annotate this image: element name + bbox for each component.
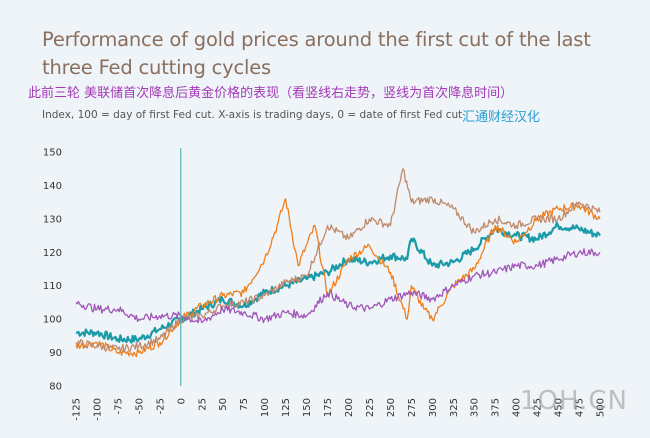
x-tick-label: 475 — [575, 398, 586, 417]
series-line-tan — [75, 168, 601, 353]
x-tick-label: 200 — [344, 398, 355, 417]
series-line-teal — [75, 221, 601, 344]
x-tick-label: 425 — [533, 398, 544, 417]
x-tick-label: 400 — [512, 398, 523, 417]
series-line-orange — [75, 198, 601, 358]
x-tick-label: 325 — [449, 398, 460, 417]
x-tick-label: -100 — [92, 398, 103, 421]
watermark: 1OH.CN — [520, 386, 628, 416]
y-tick-label: 140 — [43, 181, 62, 192]
chart-subtitle: Index, 100 = day of first Fed cut. X-axi… — [42, 109, 463, 121]
y-axis: 80 90 100 110 120 130 140 150 — [43, 148, 62, 393]
x-tick-label: 25 — [197, 398, 208, 411]
x-tick-label: 175 — [323, 398, 334, 417]
y-tick-label: 120 — [43, 248, 62, 259]
chart-title: Performance of gold prices around the fi… — [42, 28, 591, 79]
x-tick-label: -75 — [113, 398, 124, 414]
x-tick-label: 450 — [554, 398, 565, 417]
x-tick-label: 150 — [302, 398, 313, 417]
x-tick-label: 225 — [365, 398, 376, 417]
series-line-purple — [75, 248, 601, 324]
x-tick-label: 125 — [281, 398, 292, 417]
x-axis: -125 -100 -75 -50 -25 0 25 50 75 100 125 150 175 200 2… — [72, 398, 607, 421]
x-tick-label: -125 — [72, 398, 83, 421]
y-tick-label: 90 — [49, 348, 62, 359]
x-tick-label: 250 — [386, 398, 397, 417]
source-label-cn: 汇通财经汉化 — [462, 110, 541, 125]
x-tick-label: 375 — [491, 398, 502, 417]
x-tick-label: 75 — [239, 398, 250, 411]
x-tick-label: 100 — [260, 398, 271, 417]
x-tick-label: -25 — [155, 398, 166, 414]
x-tick-label: 500 — [596, 398, 607, 417]
x-tick-label: 350 — [470, 398, 481, 417]
x-tick-label: 50 — [218, 398, 229, 411]
chart-title-cn: 此前三轮 美联储首次降息后黄金价格的表现（看竖线右走势，竖线为首次降息时间） — [28, 86, 514, 101]
y-tick-label: 130 — [43, 214, 62, 225]
x-tick-label: -50 — [134, 398, 145, 414]
y-tick-label: 80 — [49, 382, 62, 393]
x-tick-label: 300 — [428, 398, 439, 417]
series-lines — [75, 168, 601, 358]
y-tick-label: 150 — [43, 148, 62, 159]
y-tick-label: 100 — [43, 315, 62, 326]
x-tick-label: 0 — [176, 398, 187, 404]
y-tick-label: 110 — [43, 281, 62, 292]
x-tick-label: 275 — [407, 398, 418, 417]
